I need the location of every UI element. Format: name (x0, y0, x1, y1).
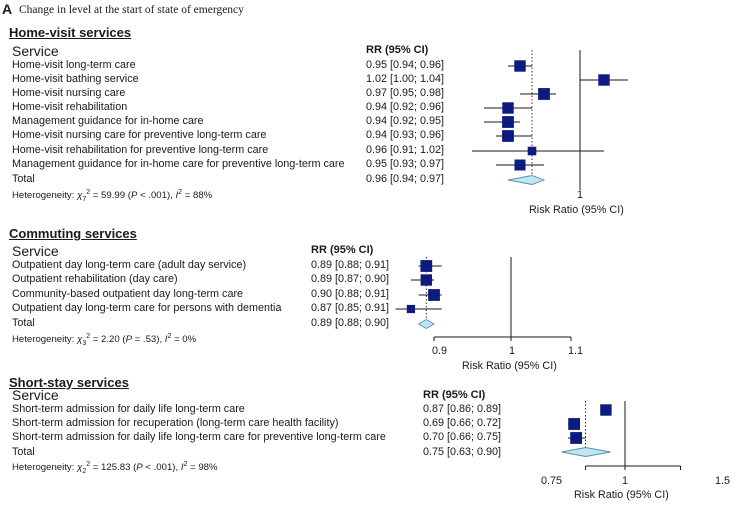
service-label: Home-visit nursing care for preventive l… (12, 129, 267, 141)
section-title-short-stay: Short-stay services (9, 375, 129, 390)
heterogeneity: Heterogeneity: χ22 = 125.83 (P < .001), … (12, 461, 218, 476)
axis-tick-label: 1 (622, 475, 629, 487)
rr-value: 0.87 [0.86; 0.89] (423, 403, 502, 415)
total-label: Total (12, 173, 35, 185)
rr-value: 0.70 [0.66; 0.75] (423, 431, 502, 443)
rr-value: 0.90 [0.88; 0.91] (311, 288, 390, 300)
estimate-square (568, 418, 581, 430)
estimate-square (570, 432, 583, 444)
estimate-square (420, 274, 432, 286)
estimate-square (502, 130, 514, 142)
axis-label: Risk Ratio (95% CI) (529, 204, 624, 216)
total-label: Total (12, 446, 35, 458)
estimate-square (514, 60, 526, 72)
rr-value: 0.97 [0.95; 0.98] (366, 87, 445, 99)
estimate-square (502, 116, 514, 128)
column-header-service: Service (12, 43, 59, 59)
rr-value: 0.95 [0.94; 0.96] (366, 59, 445, 71)
column-header-rr: RR (95% CI) (311, 244, 374, 256)
estimate-square (502, 102, 514, 114)
pooled-diamond (507, 175, 546, 185)
total-rr-value: 0.96 [0.94; 0.97] (366, 173, 445, 185)
service-label: Management guidance for in-home care for… (12, 158, 345, 170)
estimate-square (514, 159, 526, 171)
total-rr-value: 0.89 [0.88; 0.90] (311, 317, 390, 329)
service-label: Community-based outpatient day long-term… (12, 288, 244, 300)
axis-label: Risk Ratio (95% CI) (462, 360, 557, 372)
service-label: Management guidance for in-home care (12, 115, 204, 127)
column-header-service: Service (12, 387, 59, 403)
panel-label: A (2, 1, 13, 17)
rr-value: 0.94 [0.92; 0.96] (366, 101, 445, 113)
service-label: Home-visit rehabilitation for preventive… (12, 144, 269, 156)
estimate-square (527, 146, 537, 156)
column-header-service: Service (12, 243, 59, 259)
total-label: Total (12, 317, 35, 329)
rr-value: 0.89 [0.88; 0.91] (311, 259, 390, 271)
section-title-commuting: Commuting services (9, 226, 137, 241)
total-rr-value: 0.75 [0.63; 0.90] (423, 446, 502, 458)
axis-tick-label: 0.9 (432, 345, 448, 357)
service-label: Short-term admission for daily life long… (12, 431, 386, 443)
service-label: Short-term admission for daily life long… (12, 403, 245, 415)
rr-value: 0.87 [0.85; 0.91] (311, 302, 390, 314)
rr-value: 0.96 [0.91; 1.02] (366, 144, 445, 156)
service-label: Home-visit rehabilitation (12, 101, 128, 113)
rr-value: 0.69 [0.66; 0.72] (423, 417, 502, 429)
pooled-diamond (561, 447, 611, 457)
estimate-square (420, 260, 433, 272)
rr-value: 0.95 [0.93; 0.97] (366, 158, 445, 170)
axis-tick-label: 1 (509, 345, 516, 357)
column-header-rr: RR (95% CI) (423, 389, 486, 401)
axis-label: Risk Ratio (95% CI) (574, 489, 669, 501)
heterogeneity: Heterogeneity: χ32 = 2.20 (P = .53), I2 … (12, 333, 197, 348)
estimate-square (428, 289, 440, 301)
section-title-home-visit: Home-visit services (9, 25, 132, 40)
service-label: Home-visit nursing care (12, 87, 126, 99)
rr-value: 0.94 [0.92; 0.95] (366, 115, 445, 127)
estimate-square (600, 404, 612, 416)
rr-value: 0.89 [0.87; 0.90] (311, 273, 390, 285)
axis-tick-label: 1.5 (715, 475, 731, 487)
panel-title: Change in level at the start of state of… (19, 4, 244, 16)
service-label: Outpatient day long-term care (adult day… (12, 259, 247, 271)
estimate-square (598, 74, 610, 86)
estimate-square (538, 88, 550, 100)
axis-tick-label: 0.75 (541, 475, 563, 487)
rr-value: 1.02 [1.00; 1.04] (366, 73, 445, 85)
axis-tick-label: 1 (577, 189, 584, 201)
rr-value: 0.94 [0.93; 0.96] (366, 129, 445, 141)
axis-tick-label: 1.1 (568, 345, 584, 357)
service-label: Outpatient day long-term care for person… (12, 302, 282, 314)
service-label: Home-visit bathing service (12, 73, 139, 85)
column-header-rr: RR (95% CI) (366, 44, 429, 56)
heterogeneity: Heterogeneity: χ72 = 59.99 (P < .001), I… (12, 189, 213, 204)
service-label: Outpatient rehabilitation (day care) (12, 273, 178, 285)
service-label: Short-term admission for recuperation (l… (12, 417, 339, 429)
pooled-diamond (417, 318, 435, 330)
estimate-square (406, 304, 415, 314)
service-label: Home-visit long-term care (12, 59, 136, 71)
